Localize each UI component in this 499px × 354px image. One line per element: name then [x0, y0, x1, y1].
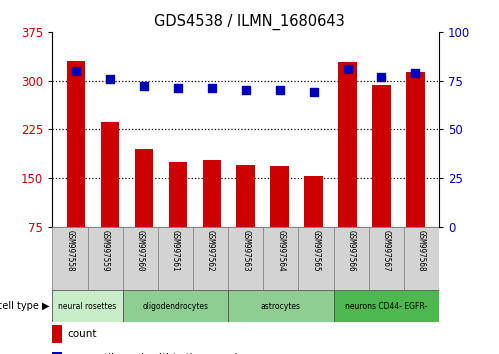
- Bar: [193, 227, 228, 290]
- Text: GDS4538 / ILMN_1680643: GDS4538 / ILMN_1680643: [154, 14, 345, 30]
- Bar: [338, 62, 357, 275]
- Bar: [123, 227, 158, 290]
- Bar: [67, 61, 85, 275]
- Text: cell type ▶: cell type ▶: [0, 301, 50, 311]
- Text: GSM997562: GSM997562: [206, 230, 215, 272]
- Text: GSM997566: GSM997566: [347, 230, 356, 272]
- Point: [106, 76, 114, 81]
- Text: neurons CD44- EGFR-: neurons CD44- EGFR-: [345, 302, 428, 311]
- Text: GSM997558: GSM997558: [65, 230, 74, 272]
- Point: [242, 87, 250, 93]
- Bar: [237, 165, 255, 275]
- Text: oligodendrocytes: oligodendrocytes: [142, 302, 209, 311]
- Point: [411, 70, 419, 76]
- Bar: [304, 176, 323, 275]
- Bar: [369, 227, 404, 290]
- Bar: [101, 122, 119, 275]
- Bar: [123, 290, 228, 322]
- Bar: [203, 160, 221, 275]
- Point: [377, 74, 385, 80]
- Bar: [52, 290, 123, 322]
- Point: [174, 85, 182, 91]
- Bar: [298, 227, 334, 290]
- Text: count: count: [68, 329, 97, 339]
- Text: GSM997559: GSM997559: [101, 230, 110, 272]
- Point: [309, 89, 317, 95]
- Text: GSM997563: GSM997563: [241, 230, 250, 272]
- Bar: [372, 85, 391, 275]
- Point: [208, 85, 216, 91]
- Bar: [228, 227, 263, 290]
- Text: GSM997568: GSM997568: [417, 230, 426, 272]
- Bar: [87, 227, 123, 290]
- Bar: [270, 166, 289, 275]
- Bar: [263, 227, 298, 290]
- Bar: [52, 325, 62, 343]
- Point: [275, 87, 283, 93]
- Bar: [404, 227, 439, 290]
- Text: percentile rank within the sample: percentile rank within the sample: [68, 353, 244, 354]
- Bar: [334, 227, 369, 290]
- Text: GSM997565: GSM997565: [311, 230, 320, 272]
- Bar: [52, 227, 87, 290]
- Bar: [135, 149, 153, 275]
- Bar: [228, 290, 334, 322]
- Point: [72, 68, 80, 74]
- Point: [343, 66, 351, 72]
- Bar: [52, 352, 62, 354]
- Text: GSM997560: GSM997560: [136, 230, 145, 272]
- Bar: [169, 162, 187, 275]
- Bar: [406, 72, 425, 275]
- Text: GSM997561: GSM997561: [171, 230, 180, 272]
- Text: astrocytes: astrocytes: [261, 302, 301, 311]
- Text: neural rosettes: neural rosettes: [58, 302, 117, 311]
- Bar: [334, 290, 439, 322]
- Text: GSM997564: GSM997564: [276, 230, 285, 272]
- Text: GSM997567: GSM997567: [382, 230, 391, 272]
- Bar: [158, 227, 193, 290]
- Point: [140, 84, 148, 89]
